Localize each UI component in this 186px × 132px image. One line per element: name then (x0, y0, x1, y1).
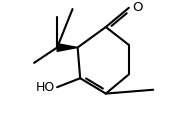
Text: HO: HO (35, 81, 54, 94)
Polygon shape (57, 44, 78, 51)
Text: O: O (133, 1, 143, 14)
